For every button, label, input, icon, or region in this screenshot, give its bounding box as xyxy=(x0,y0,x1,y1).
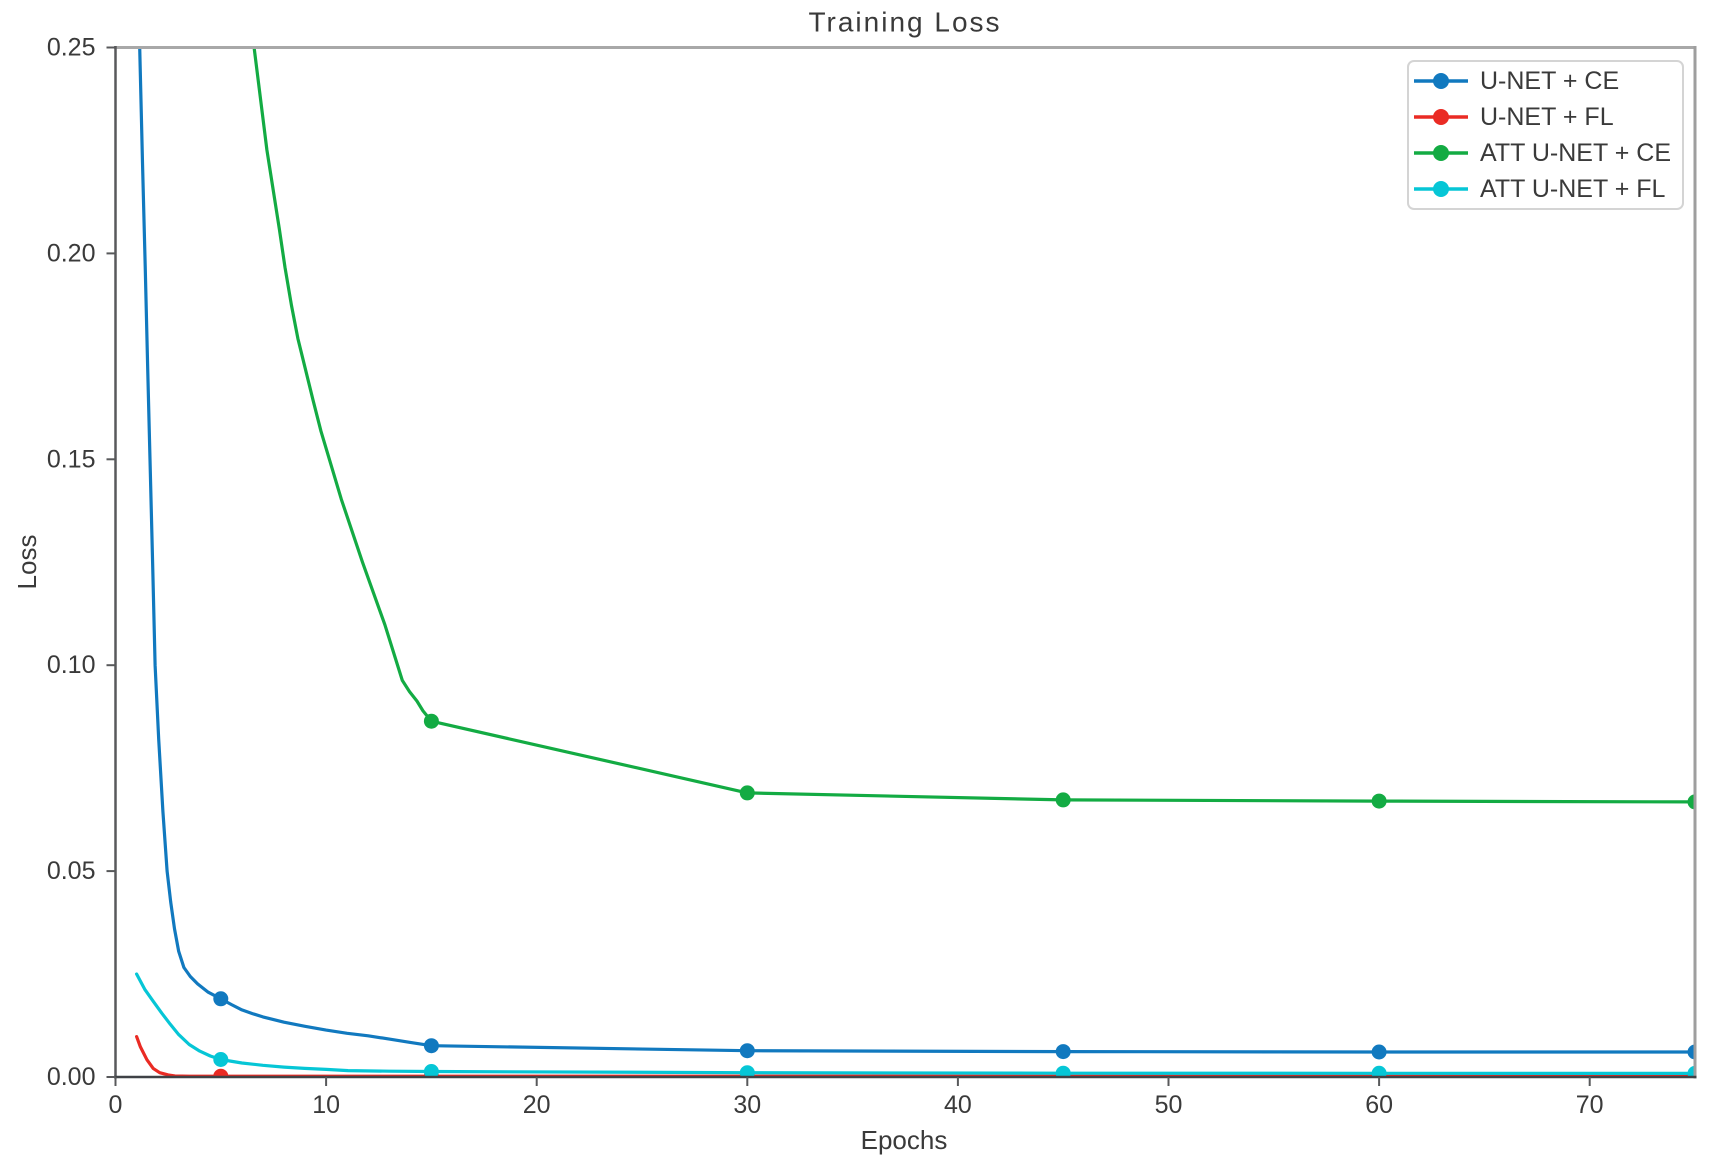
svg-text:ATT U-NET + CE: ATT U-NET + CE xyxy=(1480,139,1671,167)
svg-text:40: 40 xyxy=(944,1091,972,1119)
svg-text:Loss: Loss xyxy=(12,535,42,590)
svg-text:0.10: 0.10 xyxy=(47,651,96,679)
svg-text:0.25: 0.25 xyxy=(47,34,96,62)
svg-text:0.00: 0.00 xyxy=(47,1063,96,1091)
svg-text:70: 70 xyxy=(1576,1091,1604,1119)
svg-text:30: 30 xyxy=(733,1091,761,1119)
svg-text:ATT U-NET + FL: ATT U-NET + FL xyxy=(1480,175,1666,203)
svg-text:0: 0 xyxy=(109,1091,123,1119)
svg-text:U-NET + FL: U-NET + FL xyxy=(1480,103,1614,131)
svg-text:50: 50 xyxy=(1155,1091,1183,1119)
svg-text:0.20: 0.20 xyxy=(47,239,96,267)
svg-text:U-NET + CE: U-NET + CE xyxy=(1480,67,1619,95)
svg-text:0.15: 0.15 xyxy=(47,445,96,473)
svg-text:Epochs: Epochs xyxy=(861,1125,948,1155)
svg-text:0.05: 0.05 xyxy=(47,857,96,885)
svg-text:Training Loss: Training Loss xyxy=(808,7,1001,38)
svg-text:20: 20 xyxy=(523,1091,551,1119)
svg-text:10: 10 xyxy=(312,1091,340,1119)
svg-text:60: 60 xyxy=(1365,1091,1393,1119)
